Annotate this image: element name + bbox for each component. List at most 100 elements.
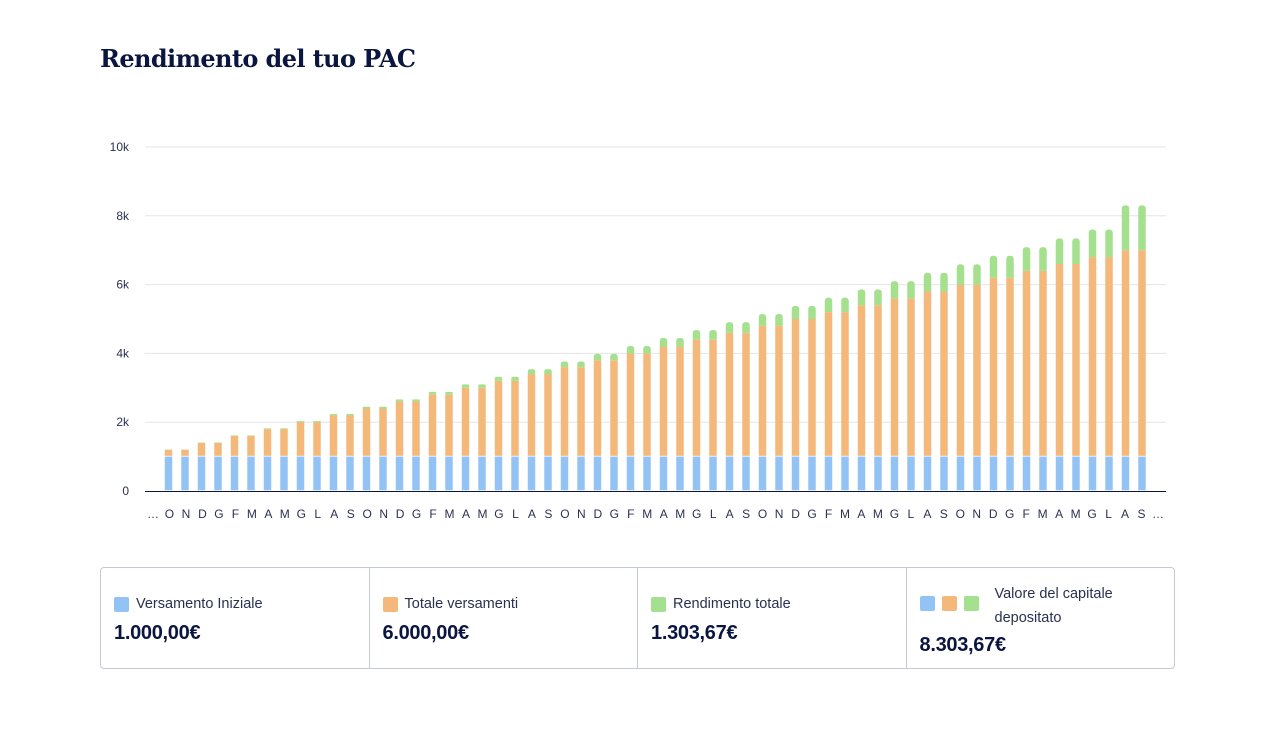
x-tick-label: S <box>742 507 750 521</box>
x-tick-label: L <box>1105 507 1112 521</box>
y-tick-label: 2k <box>116 415 130 429</box>
x-tick-label: A <box>264 507 272 521</box>
bar-segment-initial <box>577 456 585 491</box>
bar-segment-initial <box>362 456 371 491</box>
bar-segment-initial <box>841 456 849 491</box>
bar-segment-deposits <box>940 291 948 456</box>
bar-segment-returns <box>544 369 552 375</box>
x-tick-label: O <box>758 507 767 521</box>
bar-segment-initial <box>395 456 404 491</box>
x-tick-label: A <box>1055 507 1063 521</box>
summary-label-initial: Versamento Iniziale <box>136 596 263 612</box>
bar-segment-initial <box>1121 456 1130 491</box>
bar-segment-initial <box>379 456 387 491</box>
x-tick-label: M <box>642 507 652 521</box>
summary-card-returns: Rendimento totale 1.303,67€ <box>638 568 907 668</box>
x-tick-label: S <box>1138 507 1146 521</box>
bar-segment-initial <box>478 456 486 491</box>
bar-segment-deposits <box>1138 250 1146 456</box>
bar-segment-returns <box>527 369 536 375</box>
bar-segment-initial <box>874 456 882 491</box>
bar-segment-initial <box>758 456 767 491</box>
legend-item-total: Valore del capitale depositato <box>919 586 1113 626</box>
x-tick-label: O <box>165 507 174 521</box>
bar-segment-deposits <box>346 415 354 456</box>
x-tick-label: S <box>544 507 552 521</box>
bar-segment-deposits <box>428 394 437 456</box>
bar-segment-initial <box>164 456 173 491</box>
bar-segment-returns <box>709 330 717 340</box>
bar-segment-deposits <box>197 442 206 456</box>
legend-item-deposits: Totale versamenti <box>382 596 519 612</box>
bar-segment-deposits <box>989 277 998 456</box>
bar-segment-returns <box>824 297 833 313</box>
bar-segment-returns <box>428 391 437 395</box>
x-tick-label: N <box>577 507 586 521</box>
x-tick-label: F <box>429 507 436 521</box>
page-title: Rendimento del tuo PAC <box>100 44 416 73</box>
bar-segment-initial <box>824 456 833 491</box>
bar-segment-deposits <box>329 415 338 456</box>
bar-segment-deposits <box>742 332 750 456</box>
bar-segment-initial <box>280 456 288 491</box>
bar-segment-initial <box>527 456 536 491</box>
bar-segment-returns <box>1088 229 1097 258</box>
bar-segment-initial <box>610 456 618 491</box>
bar-segment-initial <box>247 456 255 491</box>
bar-segment-initial <box>791 456 800 491</box>
x-tick-label: G <box>1005 507 1014 521</box>
bar-segment-deposits <box>824 312 833 456</box>
bar-segment-deposits <box>214 442 222 456</box>
bar-segment-returns <box>478 384 486 388</box>
bar-segment-initial <box>857 456 866 491</box>
bar-segment-returns <box>940 272 948 292</box>
bar-segment-initial <box>560 456 569 491</box>
x-tick-label: D <box>791 507 800 521</box>
bar-segment-initial <box>428 456 437 491</box>
x-tick-label: G <box>297 507 306 521</box>
summary-value-total: 8.303,67€ <box>919 634 1007 656</box>
bar-segment-deposits <box>1105 257 1113 456</box>
bar-segment-returns <box>560 361 569 368</box>
x-tick-label: G <box>214 507 223 521</box>
y-tick-label: 6k <box>116 278 130 292</box>
bar-segment-deposits <box>478 387 486 456</box>
swatch-total-deposits <box>941 596 957 611</box>
bar-segment-initial <box>329 456 338 491</box>
swatch-returns <box>651 596 666 612</box>
summary-label-deposits: Totale versamenti <box>404 596 519 612</box>
x-tick-label: D <box>594 507 603 521</box>
bar-segment-returns <box>445 391 453 395</box>
bar-segment-deposits <box>560 367 569 456</box>
bar-segment-initial <box>1006 456 1014 491</box>
bar-segment-initial <box>313 456 321 491</box>
x-tick-label: G <box>1087 507 1096 521</box>
bar-segment-returns <box>692 330 701 340</box>
summary-card-initial: Versamento Iniziale 1.000,00€ <box>101 568 370 668</box>
bar-segment-initial <box>511 456 519 491</box>
bar-segment-returns <box>1121 205 1130 251</box>
x-tick-label: G <box>412 507 421 521</box>
bar-segment-returns <box>956 264 965 285</box>
x-tick-label: G <box>807 507 816 521</box>
swatch-total-returns <box>963 596 979 611</box>
legend-item-initial: Versamento Iniziale <box>114 596 263 612</box>
bar-segment-returns <box>890 281 899 299</box>
bar-segment-initial <box>808 456 816 491</box>
bar-segment-deposits <box>494 380 503 456</box>
bar-segment-deposits <box>164 449 173 456</box>
bar-segment-deposits <box>890 298 899 456</box>
bar-segment-deposits <box>247 435 255 456</box>
bar-segment-returns <box>1006 255 1014 278</box>
bar-segment-deposits <box>362 408 371 456</box>
bar-segment-deposits <box>775 325 783 456</box>
bar-segment-deposits <box>874 305 882 456</box>
bar-segment-returns <box>643 345 651 354</box>
bar-segment-deposits <box>973 284 981 456</box>
x-tick-label: M <box>840 507 850 521</box>
bar-segment-deposits <box>841 312 849 456</box>
bar-segment-returns <box>857 289 866 306</box>
bar-segment-returns <box>973 264 981 285</box>
bar-segment-deposits <box>1121 250 1130 456</box>
